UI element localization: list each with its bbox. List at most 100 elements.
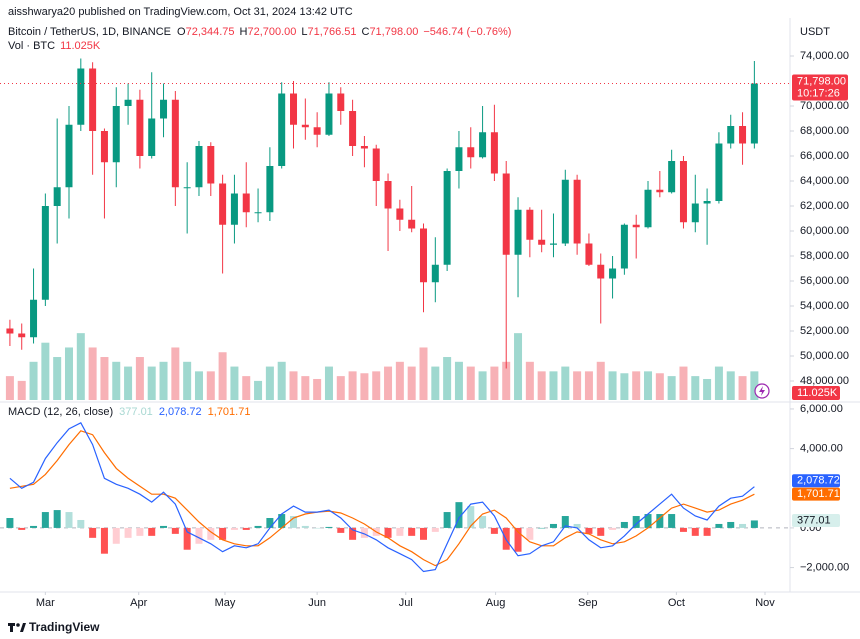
histogram-bar: [443, 512, 451, 528]
y-tick-label: 50,000.00: [800, 350, 849, 362]
candle-body: [160, 99, 168, 119]
volume-bar: [478, 371, 487, 400]
y-tick-label: 62,000.00: [800, 200, 849, 212]
candle-body: [668, 161, 676, 193]
candle-body: [242, 193, 250, 213]
histogram-bar: [620, 521, 628, 528]
volume-bar: [348, 371, 357, 400]
countdown-label: 10:17:26: [797, 87, 840, 99]
histogram-bar: [242, 527, 250, 530]
volume-value: 11.025K: [60, 40, 101, 52]
ohlc-value: 72,700.00: [247, 26, 296, 38]
volume-bar: [53, 357, 62, 400]
x-tick-label: Jun: [308, 597, 326, 609]
candle-body: [77, 68, 85, 125]
candle-body: [325, 93, 333, 135]
histogram-bar: [691, 527, 699, 536]
ohlc-key: H: [240, 26, 248, 38]
candle-body: [89, 68, 97, 131]
y-tick-label: 52,000.00: [800, 325, 849, 337]
histogram-bar: [6, 518, 14, 528]
histogram-bar: [112, 527, 120, 544]
volume-title: Vol · BTC: [8, 40, 55, 52]
y-tick-label: 58,000.00: [800, 250, 849, 262]
candle-body: [6, 328, 14, 334]
volume-bar: [407, 366, 416, 400]
histogram-bar: [195, 527, 203, 544]
volume-bar: [549, 371, 558, 400]
candle-body: [384, 181, 392, 209]
histogram-bar: [18, 527, 26, 530]
histogram-bar: [656, 514, 664, 528]
volume-bar: [419, 347, 428, 400]
histogram-last: 377.01: [119, 406, 153, 418]
histogram-bar: [490, 527, 498, 534]
candle-body: [266, 166, 274, 213]
histogram-bar: [100, 527, 108, 554]
candle-body: [195, 146, 203, 188]
histogram-bar: [396, 527, 404, 536]
volume-bar: [632, 371, 641, 400]
candle-body: [739, 126, 747, 144]
histogram-bar: [77, 519, 85, 528]
x-tick-label: Sep: [578, 597, 598, 609]
candle-body: [620, 224, 628, 269]
last-price-box: [792, 74, 848, 101]
candle-body: [124, 99, 132, 106]
volume-bar: [431, 366, 440, 400]
candle-body: [443, 171, 451, 265]
y-tick-label: 6,000.00: [800, 403, 843, 415]
volume-bar: [726, 371, 735, 400]
x-tick-label: Nov: [755, 597, 775, 609]
volume-bar: [147, 366, 156, 400]
logo-part: [10, 623, 13, 632]
x-tick-label: Oct: [668, 597, 685, 609]
histogram-bar: [254, 525, 262, 528]
candle-body: [372, 148, 380, 181]
volume-bar: [608, 371, 617, 400]
histogram-bar: [549, 523, 557, 528]
histogram-bar: [585, 527, 593, 534]
x-tick-label: Apr: [130, 597, 147, 609]
last-price-label: 71,798.00: [797, 75, 846, 87]
candle-body: [207, 146, 215, 184]
volume-bar: [750, 371, 759, 400]
candle-body: [41, 206, 49, 300]
volume-bar: [183, 361, 192, 400]
candle-body: [490, 132, 498, 174]
candle-body: [597, 264, 605, 279]
histogram-bar: [313, 527, 321, 529]
volume-bar: [112, 361, 121, 400]
histogram-bar: [715, 523, 723, 528]
candle-body: [431, 264, 439, 283]
candle-body: [703, 201, 711, 204]
volume-bar: [395, 361, 404, 400]
volume-bar: [301, 376, 310, 400]
histogram-bar: [349, 527, 357, 540]
candle-body: [585, 243, 593, 265]
volume-bar: [573, 371, 582, 400]
candle-body: [290, 93, 298, 125]
x-tick-label: May: [215, 597, 236, 609]
histogram-bar: [573, 523, 581, 528]
candle-body: [396, 208, 404, 220]
macd-value-box: [792, 474, 840, 488]
candle-body: [526, 209, 534, 240]
candle-body: [301, 124, 309, 128]
y-tick-label: 66,000.00: [800, 150, 849, 162]
histogram-bar: [360, 527, 368, 538]
volume-bar: [537, 371, 546, 400]
candle-body: [230, 193, 238, 225]
volume-bar: [135, 357, 144, 400]
histogram-bar: [30, 525, 38, 528]
histogram-bar: [325, 526, 333, 528]
candle-body: [171, 99, 179, 188]
candle-body: [455, 147, 463, 171]
candle-body: [691, 203, 699, 223]
symbol: Bitcoin / TetherUS, 1D, BINANCE: [8, 26, 171, 38]
candle-body: [313, 127, 321, 135]
ohlc-key: O: [177, 26, 186, 38]
histogram-bar: [65, 512, 73, 528]
volume-bar: [171, 347, 180, 400]
histogram-bar: [597, 527, 605, 536]
